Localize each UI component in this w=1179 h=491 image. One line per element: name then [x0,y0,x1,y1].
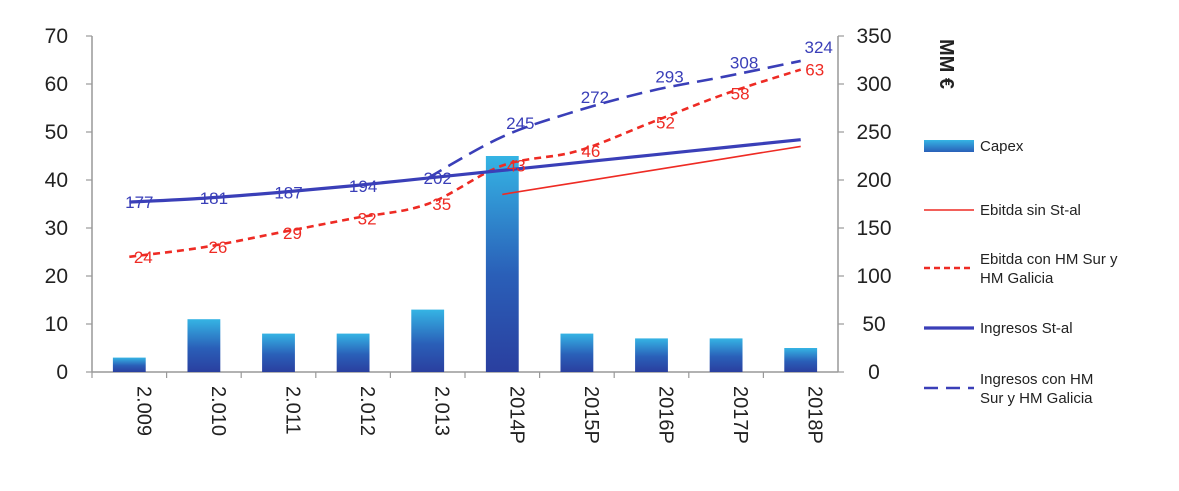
line-ebitda-sin-st-al [502,145,801,196]
data-label: 177 [125,193,153,212]
data-label: 187 [274,183,302,202]
right-tick-label: 350 [856,25,891,48]
legend: Capex Ebitda sin St-al Ebitda con HM Sur y… [924,138,1118,407]
data-label: 52 [656,113,675,132]
capex-bar [560,333,594,372]
right-axis-unit: MM € [935,39,957,89]
legend-swatch-capex [924,140,974,152]
data-label: 29 [283,224,302,243]
right-tick-label: 0 [868,361,880,384]
capex-bar [709,338,743,372]
data-label: 46 [581,142,600,161]
legend-label: Capex [980,138,1024,155]
data-label: 181 [200,189,228,208]
data-label: 308 [730,53,758,72]
axes: 0 10 20 30 40 50 60 70 0 50 100 150 200 250 300 350 2.00… [45,25,892,444]
line-ingresos-con-hm-sur-y-hm-galicia [427,59,801,180]
x-tick-label: 2017P [729,386,751,444]
legend-label: Ingresos con HM Sur y HM Galicia [980,371,1093,407]
x-tick-label: 2.013 [431,386,453,436]
right-tick-label: 150 [856,217,891,240]
left-tick-label: 10 [45,313,68,336]
left-tick-label: 0 [56,361,68,384]
data-label: 324 [805,38,833,57]
x-tick-label: 2016P [655,386,677,444]
right-tick-label: 200 [856,169,891,192]
data-label: 43 [507,157,526,176]
legend-label: Ingresos St-al [980,320,1073,337]
x-tick-label: 2015P [580,386,602,444]
lines [129,59,802,259]
legend-label: Ebitda sin St-al [980,202,1081,219]
data-label: 194 [349,177,377,196]
data-label: 32 [358,209,377,228]
legend-label-line: HM Galicia [980,270,1054,287]
capex-bar [784,348,818,372]
data-label: 245 [506,114,534,133]
capex-bar [485,156,519,372]
legend-label-line: Ebitda con HM Sur y [980,251,1118,268]
right-tick-label: 300 [856,73,891,96]
data-label: 58 [731,85,750,104]
x-tick-label: 2.010 [207,386,229,436]
data-label: 35 [432,195,451,214]
left-tick-label: 50 [45,121,68,144]
legend-label: Ebitda con HM Sur y HM Galicia [980,251,1118,287]
x-tick-label: 2014P [505,386,527,444]
legend-label-line: Ingresos con HM [980,371,1093,388]
capex-bar [112,357,146,372]
capex-bar [336,333,370,372]
line-ingresos-st-al [129,138,801,204]
right-tick-label: 50 [862,313,885,336]
left-tick-label: 20 [45,265,68,288]
data-labels: 24 26 29 32 35 43 46 52 58 63 177 181 187 194 202 245 27… [125,38,833,267]
capex-bar [411,309,445,372]
legend-label-line: Ebitda sin St-al [980,202,1081,219]
data-label: 272 [581,88,609,107]
left-tick-label: 70 [45,25,68,48]
x-tick-label: 2.011 [282,386,304,435]
legend-label-line: Capex [980,138,1024,155]
data-label: 24 [134,248,153,267]
capex-bar [635,338,668,372]
capex-bar [187,319,221,372]
left-tick-label: 60 [45,73,68,96]
left-tick-label: 30 [45,217,68,240]
legend-label-line: Ingresos St-al [980,320,1073,337]
data-label: 63 [805,61,824,80]
x-tick-label: 2.012 [356,386,378,436]
data-label: 293 [655,68,683,87]
legend-label-line: Sur y HM Galicia [980,390,1093,407]
data-label: 202 [424,169,452,188]
x-tick-label: 2.009 [132,386,154,436]
capex-bar [262,333,295,372]
data-label: 26 [208,238,227,257]
line-ebitda-con-hm-sur-y-hm-galicia [129,68,802,259]
left-tick-label: 40 [45,169,68,192]
x-tick-label: 2018P [804,386,826,444]
right-tick-label: 100 [856,265,891,288]
right-tick-label: 250 [856,121,891,144]
